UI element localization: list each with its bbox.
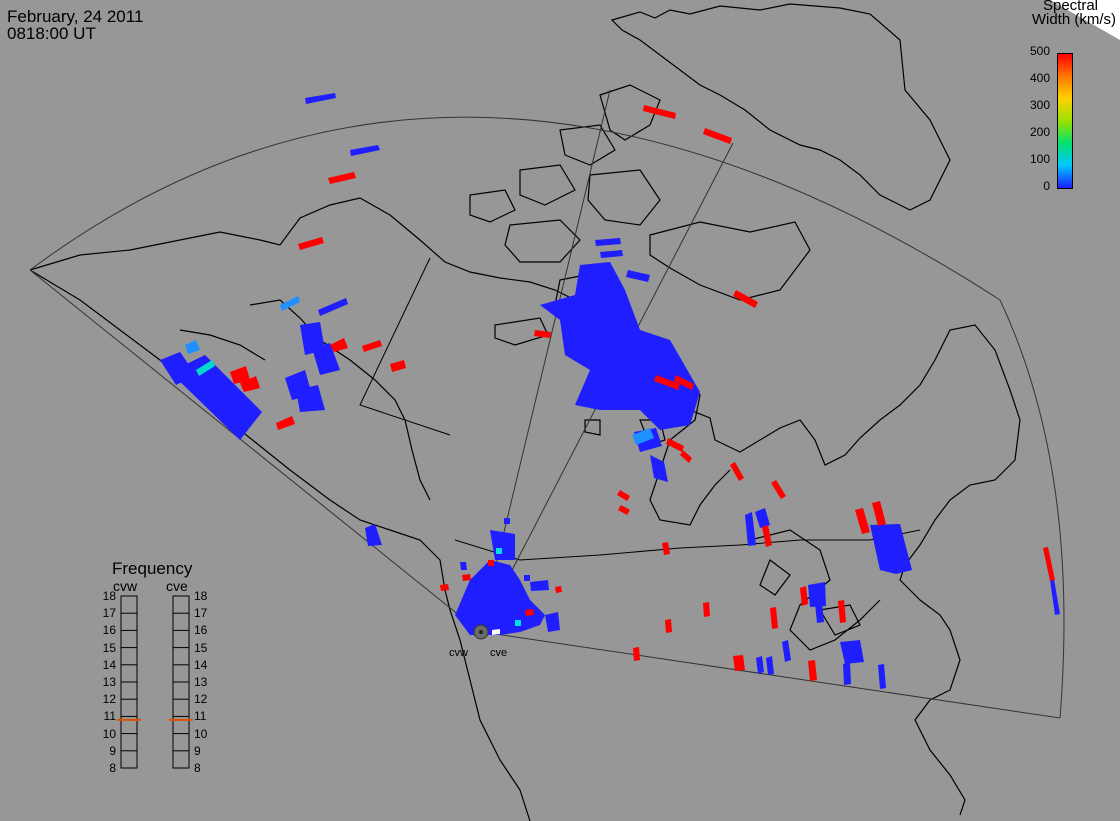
alaska-border — [359, 257, 451, 436]
frequency-tick-right: 12 — [194, 692, 208, 707]
colorbar-tick: 400 — [1029, 71, 1050, 85]
colorbar-title-line1: Spectral — [1042, 0, 1098, 14]
frequency-tick-right: 16 — [194, 623, 208, 638]
frequency-tick-left: 18 — [102, 589, 116, 603]
frequency-tick-right: 14 — [194, 657, 208, 672]
frequency-tick-right: 8 — [194, 761, 201, 775]
time-label: 0818:00 UT — [7, 24, 96, 43]
frequency-tick-right: 18 — [194, 589, 208, 603]
colorbar-tick: 100 — [1029, 152, 1050, 166]
radar-label-cvw: cvw — [449, 647, 468, 659]
frequency-tick-right: 10 — [194, 726, 208, 741]
frequency-scales — [117, 595, 193, 769]
colorbar-tick: 200 — [1029, 125, 1050, 139]
frequency-tick-right: 11 — [194, 709, 207, 724]
frequency-tick-right: 9 — [194, 743, 201, 758]
frequency-tick-left: 17 — [102, 606, 116, 621]
baffin-island-outline — [649, 221, 811, 301]
frequency-tick-left: 14 — [102, 657, 116, 672]
frequency-label-cve: cve — [166, 578, 188, 594]
fov-south-edge — [481, 631, 1061, 719]
frequency-tick-right: 15 — [194, 640, 208, 655]
colorbar-tick: 300 — [1029, 98, 1050, 112]
radar-label-cve: cve — [490, 647, 508, 659]
frequency-tick-right: 17 — [194, 606, 208, 621]
fov-west-edge — [29, 269, 481, 633]
frequency-tick-left: 13 — [102, 675, 116, 689]
frequency-tick-left: 16 — [102, 623, 116, 638]
colorbar — [1057, 53, 1073, 189]
velocity-data — [160, 93, 1060, 689]
frequency-tick-left: 12 — [102, 692, 116, 707]
mainland-north-coast — [29, 197, 1021, 816]
frequency-tick-right: 13 — [194, 675, 208, 689]
us-canada-border — [454, 529, 921, 561]
greenland-outline — [610, 3, 951, 211]
colorbar-tick: 0 — [1043, 179, 1050, 193]
frequency-tick-left: 11 — [103, 709, 116, 724]
frequency-tick-left: 9 — [109, 743, 116, 758]
coastlines — [29, 3, 1021, 821]
frequency-tick-left: 8 — [109, 761, 116, 775]
frequency-title: Frequency — [112, 559, 193, 578]
colorbar-title-line2: Width (km/s) — [1031, 11, 1116, 28]
frequency-tick-left: 15 — [102, 640, 116, 655]
colorbar-tick: 500 — [1029, 44, 1050, 58]
frequency-label-cvw: cvw — [113, 578, 138, 594]
fov-arc — [29, 116, 1065, 719]
corner-background — [1050, 0, 1120, 40]
frequency-tick-left: 10 — [102, 726, 116, 741]
date-label: February, 24 2011 — [7, 7, 144, 26]
borders — [359, 257, 921, 561]
